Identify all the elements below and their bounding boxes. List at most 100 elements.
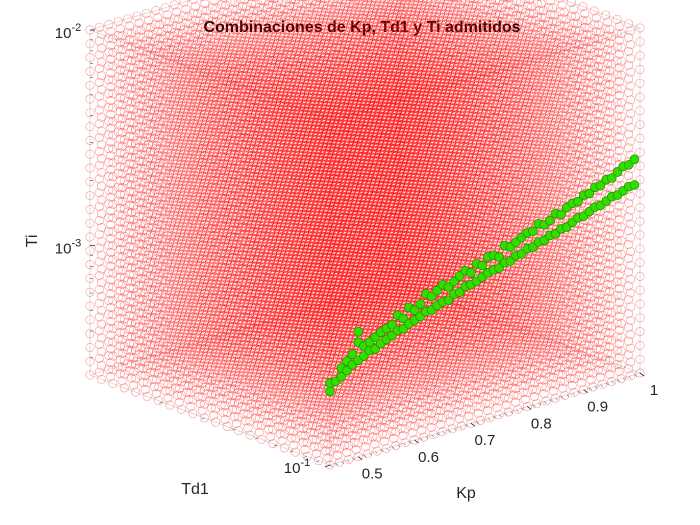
evaluated-point: [151, 268, 161, 278]
evaluated-point: [155, 337, 165, 347]
evaluated-point: [136, 287, 146, 297]
evaluated-point: [104, 351, 114, 361]
evaluated-point: [142, 184, 152, 194]
evaluated-point: [104, 268, 114, 278]
evaluated-point: [134, 336, 144, 345]
evaluated-point: [94, 202, 104, 212]
evaluated-point: [104, 254, 114, 264]
evaluated-point: [108, 158, 118, 168]
evaluated-point: [145, 64, 155, 74]
evaluated-point: [127, 56, 137, 66]
evaluated-point: [151, 75, 161, 84]
evaluated-point: [142, 198, 152, 208]
evaluated-point: [155, 282, 165, 292]
evaluated-point: [138, 143, 148, 153]
evaluated-point: [134, 184, 144, 194]
evaluated-point: [125, 49, 135, 58]
evaluated-point: [141, 64, 151, 73]
evaluated-point: [115, 327, 125, 337]
evaluated-point: [160, 99, 170, 109]
evaluated-point: [145, 216, 155, 226]
evaluated-point: [131, 111, 141, 121]
evaluated-point: [140, 67, 150, 77]
evaluated-point: [131, 153, 141, 162]
evaluated-point: [119, 342, 129, 351]
evaluated-point: [115, 217, 125, 227]
evaluated-point: [127, 318, 137, 328]
evaluated-point: [115, 38, 125, 47]
evaluated-point: [145, 133, 155, 143]
evaluated-point: [123, 138, 133, 148]
evaluated-point: [106, 82, 116, 92]
evaluated-point: [85, 370, 95, 380]
evaluated-point: [153, 54, 163, 64]
evaluated-point: [141, 91, 151, 101]
evaluated-point: [155, 20, 165, 30]
evaluated-point: [117, 210, 127, 220]
evaluated-point: [153, 192, 163, 202]
evaluated-point: [119, 369, 129, 379]
evaluated-point: [104, 75, 114, 85]
evaluated-point: [143, 319, 153, 329]
evaluated-point: [141, 284, 151, 294]
evaluated-point: [162, 327, 172, 337]
evaluated-point: [108, 172, 118, 182]
box-edge: [329, 27, 641, 121]
evaluated-point: [127, 345, 137, 355]
evaluated-point: [113, 279, 123, 289]
evaluated-point: [119, 273, 129, 282]
evaluated-point: [96, 236, 106, 246]
evaluated-point: [131, 318, 141, 328]
evaluated-point: [104, 88, 114, 98]
evaluated-point: [108, 365, 118, 375]
evaluated-point: [106, 330, 116, 340]
evaluated-point: [125, 200, 135, 210]
evaluated-point: [117, 100, 127, 110]
evaluated-point: [151, 213, 161, 222]
evaluated-point: [115, 258, 125, 268]
evaluated-point: [106, 316, 116, 326]
evaluated-point: [142, 46, 152, 56]
evaluated-point: [140, 122, 150, 132]
evaluated-point: [127, 207, 137, 217]
evaluated-point: [131, 235, 141, 245]
evaluated-point: [108, 199, 118, 209]
evaluated-point: [153, 151, 163, 161]
evaluated-point: [136, 122, 146, 132]
evaluated-point: [132, 25, 142, 35]
evaluated-point: [132, 135, 142, 145]
evaluated-point: [143, 305, 153, 315]
evaluated-point: [131, 125, 141, 135]
evaluated-point: [106, 344, 116, 354]
evaluated-point: [151, 185, 161, 195]
evaluated-point: [117, 265, 127, 275]
evaluated-point: [125, 145, 135, 155]
evaluated-point: [113, 196, 123, 206]
evaluated-point: [140, 384, 150, 394]
evaluated-point: [141, 188, 151, 198]
evaluated-point: [131, 208, 141, 218]
evaluated-point: [115, 176, 125, 185]
evaluated-point: [162, 258, 172, 268]
evaluated-point: [115, 341, 125, 351]
evaluated-point: [145, 174, 155, 184]
evaluated-point: [160, 265, 170, 275]
evaluated-point: [150, 368, 159, 378]
evaluated-point: [142, 364, 152, 374]
evaluated-point: [145, 229, 155, 239]
evaluated-point: [94, 91, 104, 101]
evaluated-point: [141, 22, 151, 32]
evaluated-point: [150, 285, 159, 295]
evaluated-point: [136, 315, 146, 325]
evaluated-point: [132, 204, 142, 214]
evaluated-point: [94, 229, 104, 239]
evaluated-point: [96, 264, 106, 274]
evaluated-point: [138, 46, 148, 56]
evaluated-point: [153, 316, 163, 326]
evaluated-point: [155, 158, 165, 168]
box-edge: [89, 29, 331, 121]
evaluated-point: [94, 312, 104, 322]
evaluated-point: [155, 144, 165, 154]
evaluated-point: [155, 213, 165, 223]
evaluated-point: [127, 221, 137, 231]
